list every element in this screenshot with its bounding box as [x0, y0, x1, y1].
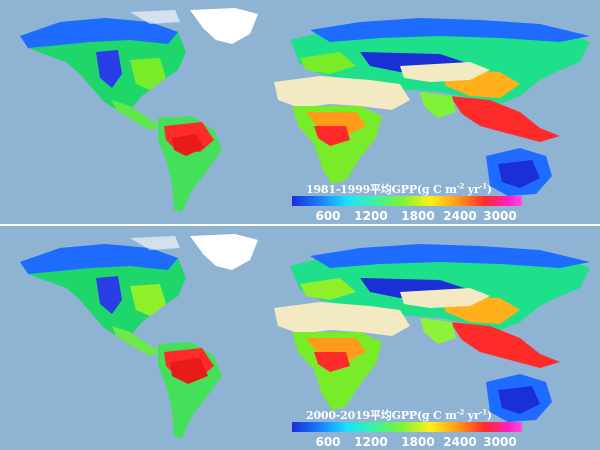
sahara-desert: [274, 302, 410, 336]
colorbar-tick: 3000: [483, 435, 517, 449]
colorbar-title: 2000-2019平均GPP(g C m-2 yr-1): [306, 407, 492, 422]
panel-divider: [0, 224, 600, 226]
greenland: [190, 8, 258, 44]
colorbar-tick: 600: [315, 435, 341, 449]
greenland: [190, 234, 258, 270]
colorbar-tick: 600: [315, 209, 341, 223]
colorbar-tick: 2400: [443, 435, 477, 449]
sahara-desert: [274, 76, 410, 110]
colorbar-tick: 1800: [401, 435, 435, 449]
central-america: [112, 326, 160, 356]
colorbar-title: 1981-1999平均GPP(g C m-2 yr-1): [306, 181, 492, 196]
colorbar: [292, 422, 522, 432]
central-asia-desert: [400, 62, 490, 82]
colorbar: [292, 196, 522, 206]
colorbar-tick: 1800: [401, 209, 435, 223]
world-gpp-map: [20, 234, 590, 438]
colorbar-tick: 3000: [483, 209, 517, 223]
central-asia-desert: [400, 288, 490, 308]
colorbar-tick: 1200: [354, 209, 388, 223]
gpp-map-panel-2000-2019: 2000-2019平均GPP(g C m-2 yr-1) 600 1200 18…: [0, 226, 600, 450]
colorbar-tick: 2400: [443, 209, 477, 223]
world-gpp-map: [20, 8, 590, 212]
southeast-asia: [450, 322, 560, 368]
central-america: [112, 100, 160, 130]
southeast-asia: [450, 96, 560, 142]
colorbar-tick: 1200: [354, 435, 388, 449]
gpp-map-panel-1981-1999: 1981-1999平均GPP(g C m-2 yr-1) 600 1200 18…: [0, 0, 600, 224]
